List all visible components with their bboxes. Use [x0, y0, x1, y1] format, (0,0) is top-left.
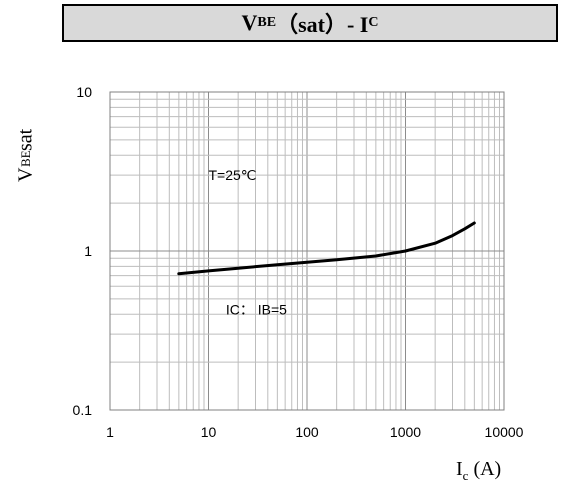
series-layer — [177, 221, 476, 276]
title-sub-c: C — [368, 15, 379, 30]
y-tick-label: 10 — [76, 84, 92, 100]
x-axis-label: Ic (A) — [456, 458, 501, 484]
x-tick-label: 1000 — [390, 424, 421, 440]
annotations-layer: T=25℃ IC： IB=5 — [209, 167, 288, 317]
x-tick-label: 10 — [201, 424, 217, 440]
xlabel-sub: c — [462, 468, 469, 483]
title-sub-be: BE — [257, 15, 277, 30]
title-v: V — [241, 10, 258, 35]
series-line — [177, 221, 476, 276]
tick-labels: 1 10 100 1000 10000 0.1 1 10 — [73, 84, 524, 440]
y-tick-label: 1 — [84, 243, 92, 259]
xlabel-tail: (A) — [473, 458, 502, 480]
annotation-label: IC： IB=5 — [226, 301, 287, 317]
y-tick-label: 0.1 — [73, 402, 93, 418]
x-tick-label: 100 — [295, 424, 319, 440]
plot-frame — [109, 91, 505, 411]
x-tick-label: 10000 — [485, 424, 524, 440]
x-tick-label: 1 — [106, 424, 114, 440]
grid-lines — [109, 91, 505, 411]
title-mid: （sat）- I — [276, 12, 369, 37]
xlabel-i: I — [456, 458, 463, 480]
annotation-label: T=25℃ — [209, 167, 257, 183]
